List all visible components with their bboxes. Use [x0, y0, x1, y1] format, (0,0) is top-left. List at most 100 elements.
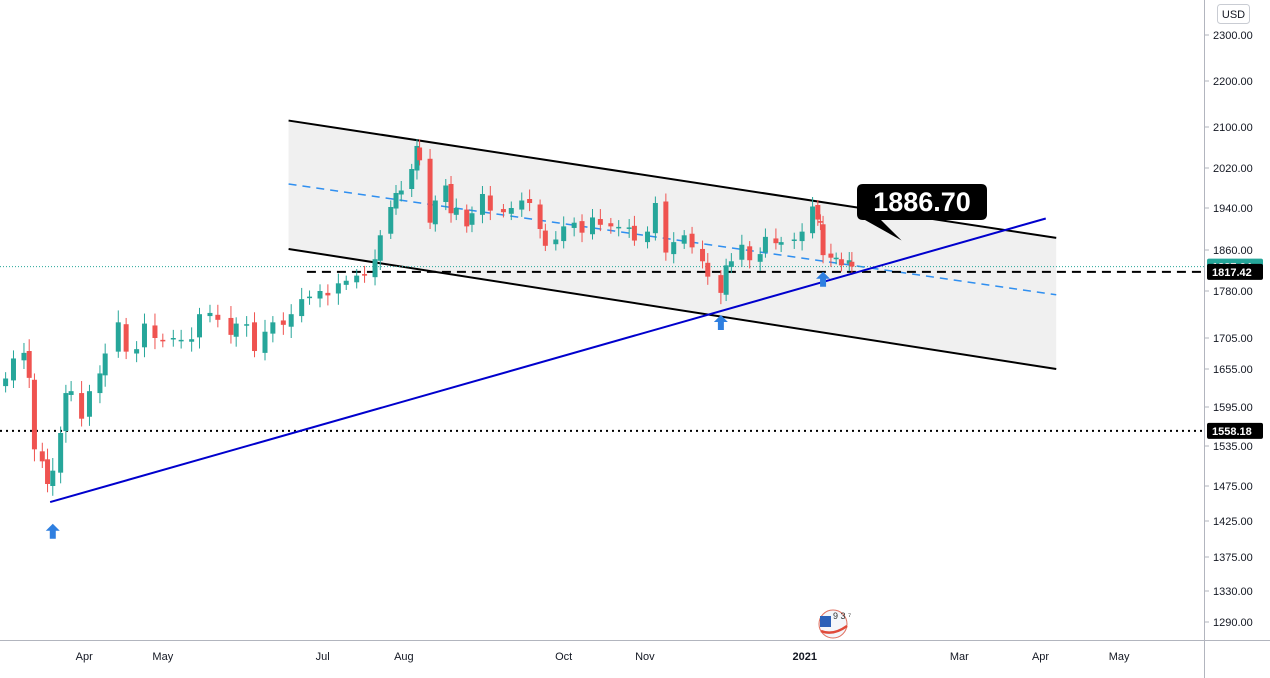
candle-body [500, 209, 506, 213]
candle-body [718, 275, 724, 293]
candle-body [537, 204, 543, 229]
candle-body [705, 262, 711, 277]
price-tick-label: 2300.00 [1213, 30, 1253, 42]
candle-body [134, 349, 140, 354]
candle-body [58, 433, 64, 473]
candle-body [608, 223, 614, 227]
candle-body [762, 236, 768, 253]
candle-body [393, 193, 399, 209]
price-tag [1207, 422, 1263, 439]
candle-body [79, 393, 85, 419]
time-axis-label: Apr [1032, 651, 1049, 663]
channel-lower-line[interactable] [288, 247, 1057, 370]
candle-body [689, 233, 695, 248]
candle-body [479, 194, 485, 215]
price-tick-label: 2100.00 [1213, 122, 1253, 134]
candle-body [757, 254, 763, 262]
price-tick-label: 1375.00 [1213, 552, 1253, 564]
candle-body [288, 314, 294, 327]
price-axis-background [1205, 0, 1270, 678]
price-tick-label: 1425.00 [1213, 516, 1253, 528]
candle-body [527, 199, 533, 203]
price-axis-ticks: 2300.00 2200.00 2100.00 2020.00 1940.00 1860.… [1205, 30, 1253, 629]
time-axis-label: May [1109, 651, 1130, 663]
price-callout[interactable]: 1886.70 [857, 184, 987, 241]
candle-body [141, 323, 147, 348]
candle-body [443, 185, 449, 202]
currency-button-frame [1217, 4, 1250, 24]
candle-body [362, 274, 368, 276]
candle-body [215, 314, 221, 320]
candle-body [343, 280, 349, 285]
candle-body [681, 235, 687, 244]
candle-body [102, 353, 108, 376]
candle-body [178, 339, 184, 342]
candle-body [723, 265, 729, 295]
candlestick-series [3, 139, 855, 496]
logo-flag-canton [820, 616, 831, 627]
candle-body [671, 242, 677, 255]
time-axis-labels: Apr May Jul Aug Oct Nov 2021 Mar Apr May [76, 651, 1130, 663]
candle-body [307, 296, 313, 299]
candle-body [487, 195, 493, 211]
currency-button[interactable]: USD [1217, 4, 1250, 24]
time-axis-label: Aug [394, 651, 414, 663]
candle-body [115, 322, 121, 352]
price-tick-label: 1290.00 [1213, 617, 1253, 629]
candle-body [508, 208, 514, 214]
candle-body [817, 221, 823, 223]
price-tick-label: 1940.00 [1213, 203, 1253, 215]
candle-body [799, 231, 805, 242]
price-tick-label: 1595.00 [1213, 402, 1253, 414]
logo-mark: 9 3 ⁷ [833, 611, 851, 621]
candle-body [815, 205, 821, 220]
candle-body [325, 292, 331, 296]
callout-box [857, 184, 987, 241]
candle-body [372, 259, 378, 278]
candle-body [464, 209, 470, 227]
candle-body [10, 358, 16, 381]
candle-body [233, 323, 239, 337]
price-tag [1207, 263, 1263, 280]
price-tick-label: 1780.00 [1213, 286, 1253, 298]
arrow-markers [45, 271, 831, 539]
candle-body [432, 200, 438, 225]
candle-body [820, 224, 826, 256]
time-axis-label: Mar [950, 651, 969, 663]
candle-body [561, 226, 567, 242]
candle-body [299, 299, 305, 317]
candle-body [377, 235, 383, 261]
support-trendline[interactable] [49, 217, 1047, 504]
candle-body [700, 248, 706, 262]
candle-body [747, 246, 753, 261]
candle-body [849, 261, 855, 267]
candle-body [207, 312, 213, 317]
trendline[interactable] [49, 217, 1047, 504]
candle-body [414, 145, 420, 171]
candle-body [123, 324, 129, 352]
candle-body [838, 259, 844, 266]
candle-body [86, 391, 92, 417]
candle-body [616, 226, 622, 229]
candle-body [579, 221, 585, 233]
candle-body [31, 379, 37, 450]
candle-body [228, 317, 234, 335]
candle-body [553, 239, 559, 245]
price-tick-label: 2200.00 [1213, 76, 1253, 88]
candle-body [663, 201, 669, 253]
candle-body [26, 351, 32, 378]
candle-body [409, 169, 415, 189]
price-tick-label: 2020.00 [1213, 163, 1253, 175]
candle-body [652, 203, 658, 234]
price-tick-label: 1535.00 [1213, 441, 1253, 453]
candle-body [626, 227, 632, 229]
candle-body [773, 238, 779, 244]
candle-body [631, 225, 637, 241]
logo-stripe [820, 624, 848, 634]
candle-body [39, 451, 45, 462]
channel-midline[interactable] [288, 183, 1057, 296]
candle-body [417, 147, 423, 161]
